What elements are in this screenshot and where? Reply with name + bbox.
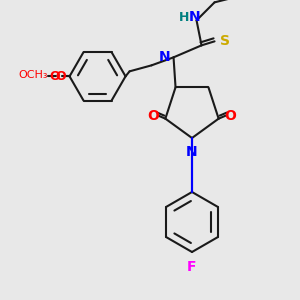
Text: O: O bbox=[49, 70, 59, 83]
Text: N: N bbox=[159, 50, 170, 64]
Text: H: H bbox=[179, 11, 190, 24]
Text: N: N bbox=[186, 145, 198, 159]
Text: O: O bbox=[55, 70, 65, 83]
Text: N: N bbox=[189, 10, 200, 24]
Text: F: F bbox=[187, 260, 197, 274]
Text: OCH₃: OCH₃ bbox=[18, 70, 47, 80]
Text: O: O bbox=[225, 109, 237, 123]
Text: O: O bbox=[147, 109, 159, 123]
Text: S: S bbox=[220, 34, 230, 48]
